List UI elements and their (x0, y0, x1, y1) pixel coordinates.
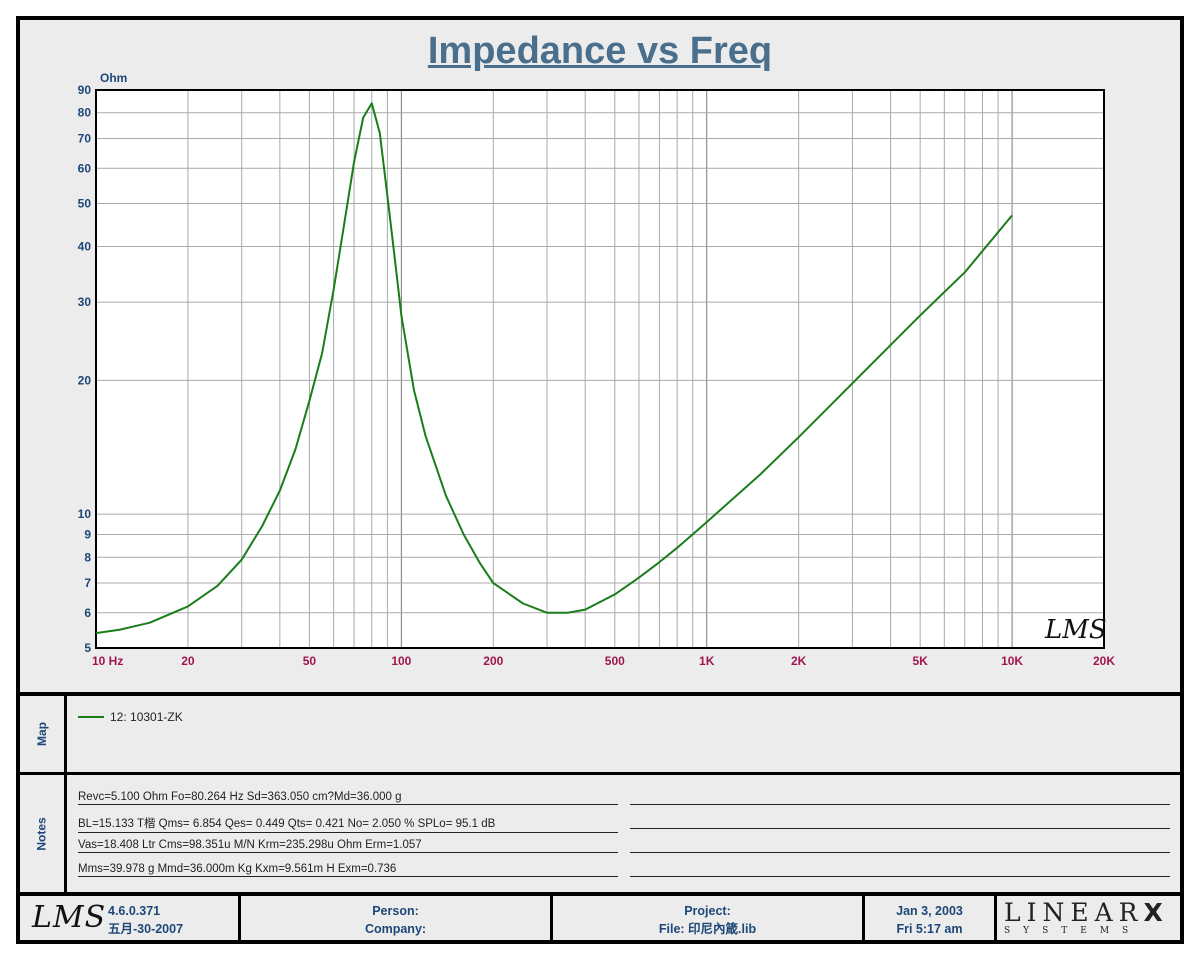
version-date: 五月-30-2007 (108, 922, 184, 936)
y-tick-label: 80 (78, 106, 92, 120)
impedance-chart: 10 Hz 20 50 100 200 500 1K 2K 5K 10K 20K 5 6 7 8 9 10 20 3… (78, 71, 1116, 668)
footer-project: Project: File: 印尼內箴.lib (553, 902, 862, 938)
x-tick-label: 50 (303, 654, 317, 668)
y-tick-label: 6 (84, 606, 91, 620)
footer-date-cell (865, 896, 997, 940)
note-blank-line (630, 876, 1170, 877)
y-axis-label: Ohm (100, 71, 127, 85)
x-tick-label: 20 (181, 654, 195, 668)
legend-item-label: 12: 10301-ZK (110, 710, 183, 724)
note-blank-line (630, 852, 1170, 853)
note-line: BL=15.133 T楷 Qms= 6.854 Qes= 0.449 Qts= … (78, 815, 618, 833)
notes-label-column (20, 775, 67, 892)
x-tick-label: 1K (699, 654, 715, 668)
page-title: Impedance vs Freq (427, 30, 773, 72)
footer-datetime: Jan 3, 2003 Fri 5:17 am (865, 902, 994, 938)
note-blank-line (630, 804, 1170, 805)
company-label: Company: (364, 922, 427, 936)
footer-person: Person: Company: (241, 902, 550, 938)
file-label: File: 印尼內箴.lib (658, 922, 757, 936)
separator (16, 692, 1184, 696)
footer-time: Fri 5:17 am (896, 922, 963, 936)
person-label: Person: (372, 904, 419, 918)
notes-label-text: Notes (35, 816, 49, 851)
y-tick-label: 30 (78, 295, 92, 309)
y-tick-label: 7 (84, 576, 91, 590)
y-tick-label: 50 (78, 196, 92, 210)
grid-layer (95, 89, 1105, 649)
note-blank-line (630, 828, 1170, 829)
brand-x: X (1143, 898, 1169, 927)
tick-layer: 10 Hz 20 50 100 200 500 1K 2K 5K 10K 20K 5 6 7 8 9 10 20 3… (78, 83, 1116, 668)
x-tick-label: 10K (1001, 654, 1023, 668)
footer-version: 4.6.0.371 五月-30-2007 (108, 902, 183, 938)
x-tick-label: 5K (912, 654, 928, 668)
project-label: Project: (684, 904, 731, 918)
footer-project-cell (553, 896, 865, 940)
plot-area (96, 90, 1104, 648)
notes-label: Notes (20, 775, 64, 892)
y-tick-label: 9 (84, 528, 91, 542)
y-tick-label: 8 (84, 550, 91, 564)
brand-bottom: SYSTEMS (1004, 926, 1142, 936)
footer-date: Jan 3, 2003 (896, 904, 963, 918)
series-layer (95, 102, 1013, 635)
y-tick-label: 90 (78, 83, 92, 97)
map-label-column (20, 696, 67, 772)
x-tick-label: 20K (1093, 654, 1115, 668)
lms-logo: LMS (32, 900, 107, 935)
y-tick-label: 5 (84, 641, 91, 655)
note-line: Revc=5.100 Ohm Fo=80.264 Hz Sd=363.050 c… (78, 791, 618, 805)
note-line: Mms=39.978 g Mmd=36.000m Kg Kxm=9.561m H… (78, 863, 618, 877)
footer-person-cell (241, 896, 553, 940)
brand-top: LINEAR (1004, 898, 1144, 927)
separator (16, 892, 1184, 896)
legend-swatch (78, 716, 104, 718)
footer-version-cell (20, 896, 241, 940)
y-tick-label: 20 (78, 373, 92, 387)
linearx-logo: LINEARX SYSTEMS (1004, 898, 1174, 937)
x-tick-label: 500 (605, 654, 625, 668)
version-number: 4.6.0.371 (108, 904, 161, 918)
y-tick-label: 40 (78, 240, 92, 254)
impedance-series-line (95, 102, 1013, 635)
note-line: Vas=18.408 Ltr Cms=98.351u M/N Krm=235.2… (78, 839, 618, 853)
x-tick-label: 200 (483, 654, 503, 668)
map-label: Map (20, 696, 64, 772)
separator (16, 772, 1184, 775)
x-tick-label: 2K (791, 654, 807, 668)
plot-border (95, 89, 1105, 649)
y-tick-label: 10 (78, 507, 92, 521)
y-tick-label: 70 (78, 132, 92, 146)
y-tick-label: 60 (78, 161, 92, 175)
x-tick-label: 100 (391, 654, 411, 668)
legend-item: 12: 10301-ZK (78, 710, 183, 724)
lms-watermark: LMS (1044, 615, 1107, 645)
map-label-text: Map (35, 722, 49, 746)
x-tick-label: 10 Hz (92, 654, 123, 668)
